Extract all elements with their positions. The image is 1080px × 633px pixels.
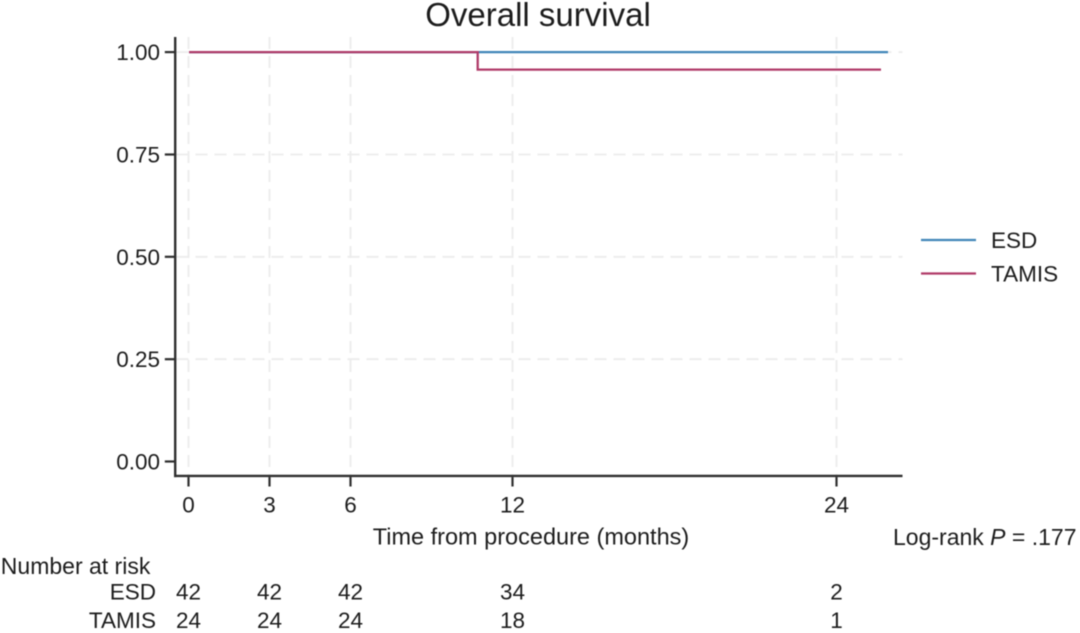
svg-text:ESD: ESD [110,580,156,605]
svg-text:34: 34 [500,580,525,605]
svg-text:42: 42 [257,580,282,605]
svg-text:0.00: 0.00 [116,450,160,475]
svg-text:0.75: 0.75 [116,143,160,168]
svg-text:Number at risk: Number at risk [1,553,151,579]
svg-text:18: 18 [500,608,525,633]
svg-text:3: 3 [263,493,276,518]
svg-text:0.50: 0.50 [116,245,160,270]
svg-text:24: 24 [338,608,363,633]
svg-text:Log-rank P = .177: Log-rank P = .177 [893,524,1077,550]
svg-text:24: 24 [824,493,849,518]
svg-text:6: 6 [344,493,357,518]
svg-text:24: 24 [257,608,282,633]
svg-text:1: 1 [830,608,843,633]
svg-text:TAMIS: TAMIS [89,608,156,633]
svg-text:2: 2 [830,580,843,605]
svg-text:24: 24 [176,608,201,633]
svg-text:0.25: 0.25 [116,347,160,372]
svg-text:0: 0 [182,493,195,518]
svg-text:42: 42 [338,580,363,605]
svg-text:42: 42 [176,580,201,605]
svg-text:Time from procedure (months): Time from procedure (months) [373,524,689,550]
svg-text:TAMIS: TAMIS [991,262,1058,287]
svg-text:1.00: 1.00 [116,40,160,65]
svg-text:Overall survival: Overall survival [425,0,651,33]
svg-text:ESD: ESD [991,228,1037,253]
svg-text:12: 12 [500,493,525,518]
